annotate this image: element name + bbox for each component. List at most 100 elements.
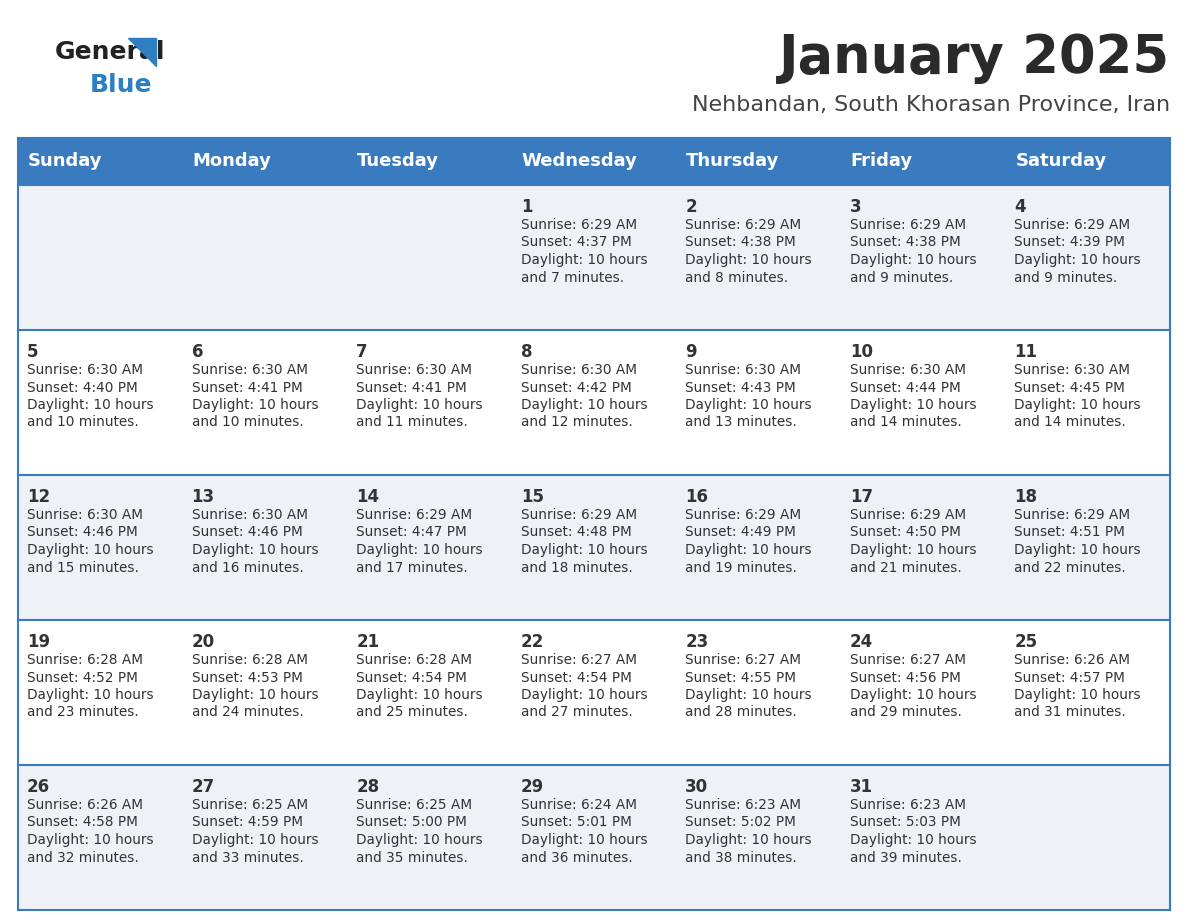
Text: Sunrise: 6:29 AM: Sunrise: 6:29 AM: [849, 218, 966, 232]
Text: Daylight: 10 hours: Daylight: 10 hours: [849, 543, 977, 557]
Text: and 16 minutes.: and 16 minutes.: [191, 561, 303, 575]
Text: Sunrise: 6:29 AM: Sunrise: 6:29 AM: [1015, 508, 1131, 522]
Text: 26: 26: [27, 778, 50, 796]
Text: January 2025: January 2025: [779, 32, 1170, 84]
Text: Daylight: 10 hours: Daylight: 10 hours: [1015, 398, 1140, 412]
Bar: [18, 765, 1170, 910]
Text: Sunrise: 6:29 AM: Sunrise: 6:29 AM: [520, 508, 637, 522]
Text: 21: 21: [356, 633, 379, 651]
Text: Sunrise: 6:27 AM: Sunrise: 6:27 AM: [685, 653, 801, 667]
Text: Saturday: Saturday: [1016, 152, 1107, 171]
Text: Sunset: 4:49 PM: Sunset: 4:49 PM: [685, 525, 796, 540]
Text: Daylight: 10 hours: Daylight: 10 hours: [191, 688, 318, 702]
Text: Daylight: 10 hours: Daylight: 10 hours: [191, 398, 318, 412]
Text: Sunset: 4:55 PM: Sunset: 4:55 PM: [685, 670, 796, 685]
Text: Sunset: 4:59 PM: Sunset: 4:59 PM: [191, 815, 303, 830]
Text: Sunset: 4:40 PM: Sunset: 4:40 PM: [27, 380, 138, 395]
Bar: [18, 475, 1170, 620]
Text: Nehbandan, South Khorasan Province, Iran: Nehbandan, South Khorasan Province, Iran: [691, 95, 1170, 115]
Text: 10: 10: [849, 343, 873, 361]
Text: Daylight: 10 hours: Daylight: 10 hours: [849, 833, 977, 847]
Text: 29: 29: [520, 778, 544, 796]
Text: 9: 9: [685, 343, 697, 361]
Text: Sunset: 4:38 PM: Sunset: 4:38 PM: [685, 236, 796, 250]
Text: Daylight: 10 hours: Daylight: 10 hours: [685, 398, 811, 412]
Text: Sunrise: 6:30 AM: Sunrise: 6:30 AM: [520, 363, 637, 377]
Text: Sunrise: 6:30 AM: Sunrise: 6:30 AM: [191, 363, 308, 377]
Text: and 27 minutes.: and 27 minutes.: [520, 706, 632, 720]
Text: Sunrise: 6:29 AM: Sunrise: 6:29 AM: [849, 508, 966, 522]
Text: Sunset: 4:53 PM: Sunset: 4:53 PM: [191, 670, 303, 685]
Text: Sunrise: 6:27 AM: Sunrise: 6:27 AM: [520, 653, 637, 667]
Text: and 28 minutes.: and 28 minutes.: [685, 706, 797, 720]
Text: Sunset: 4:42 PM: Sunset: 4:42 PM: [520, 380, 632, 395]
Text: Tuesday: Tuesday: [358, 152, 440, 171]
Text: Daylight: 10 hours: Daylight: 10 hours: [520, 398, 647, 412]
Text: 25: 25: [1015, 633, 1037, 651]
Text: Sunset: 4:54 PM: Sunset: 4:54 PM: [356, 670, 467, 685]
Text: and 10 minutes.: and 10 minutes.: [27, 416, 139, 430]
Text: and 21 minutes.: and 21 minutes.: [849, 561, 961, 575]
Text: Daylight: 10 hours: Daylight: 10 hours: [520, 543, 647, 557]
Text: Daylight: 10 hours: Daylight: 10 hours: [356, 833, 482, 847]
Text: and 17 minutes.: and 17 minutes.: [356, 561, 468, 575]
Text: Sunrise: 6:30 AM: Sunrise: 6:30 AM: [27, 363, 143, 377]
Text: 28: 28: [356, 778, 379, 796]
Text: and 39 minutes.: and 39 minutes.: [849, 850, 962, 865]
Text: and 31 minutes.: and 31 minutes.: [1015, 706, 1126, 720]
Text: Sunset: 4:52 PM: Sunset: 4:52 PM: [27, 670, 138, 685]
Text: Sunset: 4:58 PM: Sunset: 4:58 PM: [27, 815, 138, 830]
Text: Daylight: 10 hours: Daylight: 10 hours: [849, 253, 977, 267]
Text: Sunset: 5:03 PM: Sunset: 5:03 PM: [849, 815, 961, 830]
Text: 23: 23: [685, 633, 708, 651]
Text: Sunrise: 6:28 AM: Sunrise: 6:28 AM: [356, 653, 472, 667]
Text: Sunset: 4:46 PM: Sunset: 4:46 PM: [27, 525, 138, 540]
Text: 4: 4: [1015, 198, 1026, 216]
Text: Sunrise: 6:29 AM: Sunrise: 6:29 AM: [520, 218, 637, 232]
Text: 15: 15: [520, 488, 544, 506]
Text: and 14 minutes.: and 14 minutes.: [849, 416, 961, 430]
Text: Daylight: 10 hours: Daylight: 10 hours: [685, 253, 811, 267]
Text: Sunrise: 6:29 AM: Sunrise: 6:29 AM: [356, 508, 473, 522]
Text: Daylight: 10 hours: Daylight: 10 hours: [27, 398, 153, 412]
Text: and 10 minutes.: and 10 minutes.: [191, 416, 303, 430]
Text: Sunset: 4:50 PM: Sunset: 4:50 PM: [849, 525, 961, 540]
Text: and 11 minutes.: and 11 minutes.: [356, 416, 468, 430]
Text: Sunrise: 6:30 AM: Sunrise: 6:30 AM: [685, 363, 801, 377]
Text: Daylight: 10 hours: Daylight: 10 hours: [27, 543, 153, 557]
Text: Wednesday: Wednesday: [522, 152, 638, 171]
Text: Sunrise: 6:28 AM: Sunrise: 6:28 AM: [191, 653, 308, 667]
Text: Sunset: 4:38 PM: Sunset: 4:38 PM: [849, 236, 961, 250]
Text: Daylight: 10 hours: Daylight: 10 hours: [27, 688, 153, 702]
Text: 19: 19: [27, 633, 50, 651]
Text: Sunrise: 6:26 AM: Sunrise: 6:26 AM: [27, 798, 143, 812]
Text: and 32 minutes.: and 32 minutes.: [27, 850, 139, 865]
Text: Sunset: 5:00 PM: Sunset: 5:00 PM: [356, 815, 467, 830]
Text: 18: 18: [1015, 488, 1037, 506]
Text: and 15 minutes.: and 15 minutes.: [27, 561, 139, 575]
Text: Sunrise: 6:30 AM: Sunrise: 6:30 AM: [191, 508, 308, 522]
Text: and 12 minutes.: and 12 minutes.: [520, 416, 632, 430]
Text: and 9 minutes.: and 9 minutes.: [1015, 271, 1118, 285]
Text: Sunrise: 6:25 AM: Sunrise: 6:25 AM: [356, 798, 473, 812]
Bar: [18, 138, 1170, 185]
Bar: [18, 185, 1170, 330]
Text: 27: 27: [191, 778, 215, 796]
Text: Sunrise: 6:29 AM: Sunrise: 6:29 AM: [685, 508, 802, 522]
Text: 24: 24: [849, 633, 873, 651]
Text: 3: 3: [849, 198, 861, 216]
Text: Sunset: 4:48 PM: Sunset: 4:48 PM: [520, 525, 632, 540]
Text: and 23 minutes.: and 23 minutes.: [27, 706, 139, 720]
Text: Sunrise: 6:28 AM: Sunrise: 6:28 AM: [27, 653, 143, 667]
Text: Sunset: 4:41 PM: Sunset: 4:41 PM: [356, 380, 467, 395]
Text: General: General: [55, 40, 165, 64]
Text: Daylight: 10 hours: Daylight: 10 hours: [356, 398, 482, 412]
Text: Sunrise: 6:29 AM: Sunrise: 6:29 AM: [685, 218, 802, 232]
Text: Sunrise: 6:26 AM: Sunrise: 6:26 AM: [1015, 653, 1131, 667]
Text: Sunset: 4:44 PM: Sunset: 4:44 PM: [849, 380, 961, 395]
Text: Sunset: 4:45 PM: Sunset: 4:45 PM: [1015, 380, 1125, 395]
Text: 14: 14: [356, 488, 379, 506]
Text: Sunset: 4:46 PM: Sunset: 4:46 PM: [191, 525, 302, 540]
Text: and 29 minutes.: and 29 minutes.: [849, 706, 962, 720]
Text: 12: 12: [27, 488, 50, 506]
